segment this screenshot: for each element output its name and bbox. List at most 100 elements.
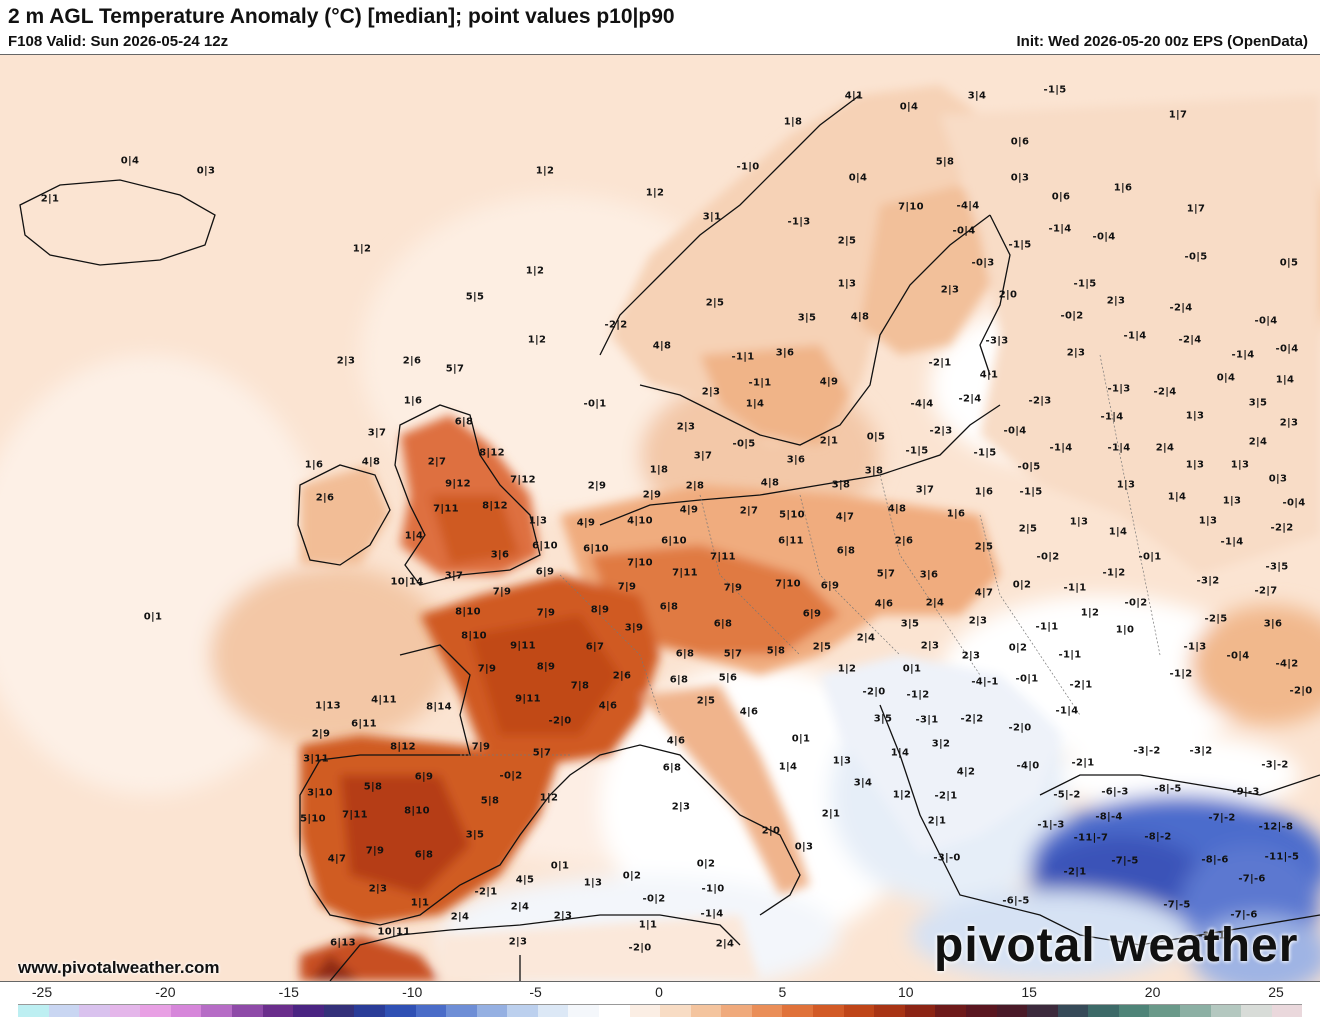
point-value: 8|9: [536, 661, 556, 673]
colorbar-swatch: [232, 1005, 263, 1017]
point-value: 3|1: [702, 211, 722, 223]
point-value: 3|6: [775, 347, 795, 359]
point-value: 4|10: [627, 515, 653, 527]
point-value: -8|-4: [1095, 811, 1123, 823]
colorbar-swatch: [1271, 1005, 1303, 1017]
point-value: 8|10: [461, 630, 487, 642]
point-value: 2|7: [427, 456, 447, 468]
colorbar-swatch: [323, 1005, 355, 1017]
point-value: 7|11: [710, 551, 736, 563]
point-value: 7|10: [775, 578, 801, 590]
point-value: 4|8: [652, 340, 672, 352]
point-value: 4|1: [844, 90, 864, 102]
point-value: 1|6: [403, 395, 423, 407]
colorbar-swatch: [874, 1005, 905, 1017]
point-value: 1|3: [1222, 495, 1242, 507]
colorbar-swatch: [293, 1005, 324, 1017]
point-value: -3|1: [915, 714, 939, 726]
point-value: 4|8: [760, 477, 780, 489]
point-value: -1|4: [1100, 411, 1124, 423]
point-value: 0|1: [791, 733, 811, 745]
colorbar-swatch: [660, 1005, 691, 1017]
point-value: 6|8: [662, 762, 682, 774]
point-value: 2|1: [40, 193, 60, 205]
point-value: -3|-2: [1133, 745, 1161, 757]
colorbar-swatch: [813, 1005, 844, 1017]
point-value: 2|4: [1155, 442, 1175, 454]
colorbar-swatch: [1027, 1005, 1058, 1017]
colorbar-swatch: [935, 1005, 966, 1017]
point-value: 3|2: [931, 738, 951, 750]
colorbar-swatch: [48, 1005, 80, 1017]
point-value: 2|4: [715, 938, 735, 950]
colorbar-swatch: [629, 1005, 661, 1017]
point-value: 6|10: [661, 535, 687, 547]
point-value: 0|2: [696, 858, 716, 870]
point-value: 3|7: [693, 450, 713, 462]
point-value: 5|10: [779, 509, 805, 521]
point-value: 2|5: [1018, 523, 1038, 535]
point-value: -0|4: [952, 225, 976, 237]
point-value: 3|5: [900, 618, 920, 630]
colorbar-swatch: [384, 1005, 416, 1017]
point-value: 2|8: [685, 480, 705, 492]
point-value: 2|5: [974, 541, 994, 553]
point-value: 10|14: [390, 576, 424, 588]
point-value: 6|11: [778, 535, 804, 547]
point-value: -1|5: [1008, 239, 1032, 251]
point-value: -2|1: [1069, 679, 1093, 691]
point-value: -4|4: [910, 398, 934, 410]
point-value: 7|9: [471, 741, 491, 753]
point-value: 2|1: [821, 808, 841, 820]
point-value: -0|4: [1254, 315, 1278, 327]
brand-logo: pivotal weather: [934, 919, 1299, 972]
point-value: 6|8: [414, 849, 434, 861]
point-value: 6|9: [535, 566, 555, 578]
point-value: -3|5: [1265, 561, 1289, 573]
point-value: 6|8: [836, 545, 856, 557]
point-value: 2|5: [705, 297, 725, 309]
point-value: 1|2: [535, 165, 555, 177]
map-background: [0, 55, 1320, 981]
point-value: 7|9: [617, 581, 637, 593]
colorbar-swatch: [568, 1005, 599, 1017]
point-value: -0|2: [1124, 597, 1148, 609]
point-value: -4|0: [1016, 760, 1040, 772]
colorbar-swatch: [751, 1005, 783, 1017]
anomaly-map[interactable]: 0|4 0|3 2|1 1|2 1|2 3|1 1|2 1|2 -0|1 1|2 5|5 2|3 2|6…: [0, 54, 1320, 982]
point-value: -2|2: [1270, 522, 1294, 534]
point-value: -1|5: [1019, 486, 1043, 498]
point-value: 1|6: [1113, 182, 1133, 194]
point-value: 8|10: [404, 805, 430, 817]
point-value: 4|6: [874, 598, 894, 610]
point-value: 3|6: [786, 454, 806, 466]
point-value: 3|6: [919, 569, 939, 581]
point-value: -2|3: [1028, 395, 1052, 407]
point-value: 6|11: [351, 718, 377, 730]
colorbar-swatch: [109, 1005, 141, 1017]
colorbar-swatch: [1210, 1005, 1242, 1017]
point-value: 4|8: [887, 503, 907, 515]
point-value: 6|10: [583, 543, 609, 555]
point-value: 5|8: [766, 645, 786, 657]
point-value: -0|2: [1036, 551, 1060, 563]
point-value: 1|4: [1275, 374, 1295, 386]
point-value: 0|2: [1012, 579, 1032, 591]
point-value: 4|6: [666, 735, 686, 747]
point-value: 6|8: [675, 648, 695, 660]
point-value: 1|2: [837, 663, 857, 675]
point-value: 4|6: [598, 700, 618, 712]
point-value: 2|9: [642, 489, 662, 501]
point-value: 3|9: [624, 622, 644, 634]
point-value: -1|1: [1058, 649, 1082, 661]
point-value: 0|3: [794, 841, 814, 853]
colorbar-tick-label: -15: [278, 984, 299, 1000]
point-value: 1|4: [890, 747, 910, 759]
point-value: -3|3: [985, 335, 1009, 347]
borders: [460, 354, 1161, 756]
point-value: 1|2: [892, 789, 912, 801]
point-value: 1|2: [539, 792, 559, 804]
coastlines: [19, 94, 1320, 981]
point-value: 3|10: [307, 787, 333, 799]
point-value: -0|4: [1282, 497, 1306, 509]
